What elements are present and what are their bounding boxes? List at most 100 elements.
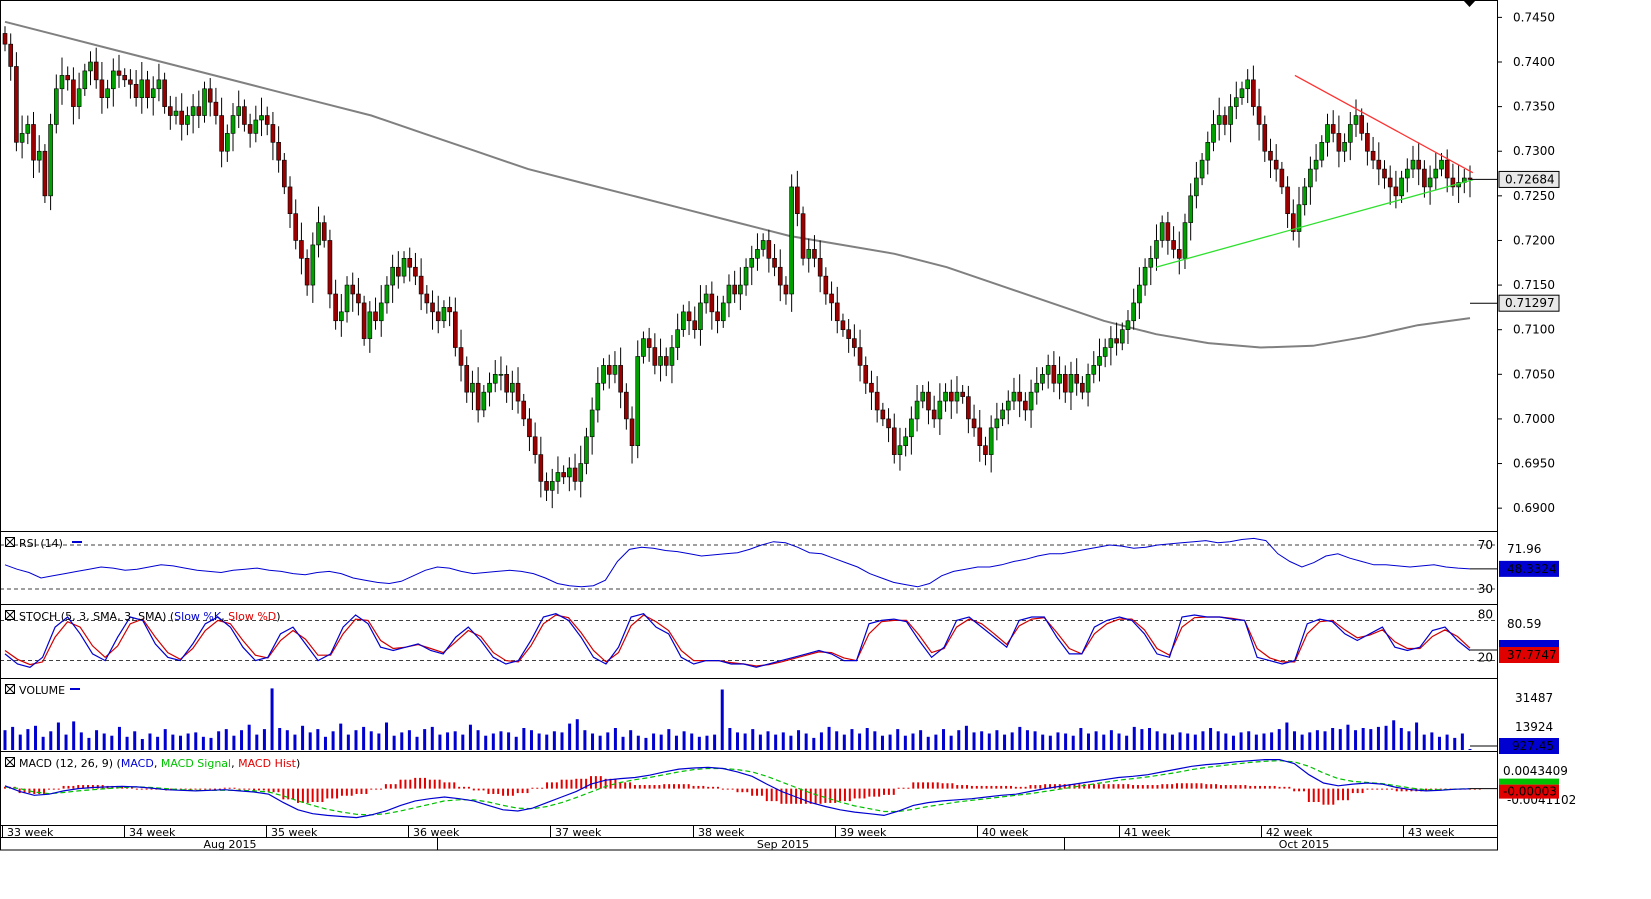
rsi-panel: 70 30 71.96 48.3324 <box>4 537 1559 596</box>
candle-body <box>1165 222 1171 241</box>
candle-body <box>316 222 321 246</box>
macd-hist-bar <box>912 782 915 789</box>
candle-body <box>629 418 635 446</box>
macd-hist-bar <box>834 788 837 803</box>
macd-hist-bar <box>262 788 265 791</box>
macd-hist-bar <box>1112 784 1115 789</box>
candle-body <box>1439 159 1444 170</box>
volume-bar <box>629 730 633 750</box>
macd-hist-bar <box>531 787 534 789</box>
macd-hist-bar <box>453 782 456 789</box>
macd-hist-bar <box>936 782 939 789</box>
candle-body <box>669 347 675 366</box>
macd-hist-bar <box>1366 788 1369 790</box>
macd-hist-bar <box>472 788 475 791</box>
volume-bar <box>41 736 45 750</box>
candle-body <box>966 396 971 420</box>
volume-bar <box>1094 731 1098 750</box>
volume-bar <box>652 733 656 750</box>
macd-hist-bar <box>1092 784 1095 789</box>
macd-hist-bar <box>702 785 705 789</box>
macd-hist-bar <box>253 788 256 791</box>
volume-bar <box>1086 733 1090 750</box>
ma-label: 0.71297 <box>1505 296 1555 310</box>
macd-hist-bar <box>477 788 480 791</box>
candle-body <box>99 79 105 98</box>
macd-hist-bar <box>492 788 495 794</box>
candle-body <box>441 307 447 322</box>
candle-body <box>1399 177 1404 197</box>
candle-body <box>806 249 812 259</box>
stoch-k-line <box>4 613 1471 668</box>
volume-bar <box>537 733 541 750</box>
macd-hist-bar <box>72 785 75 789</box>
macd-hist-bar <box>775 788 778 802</box>
volume-bar <box>1407 731 1411 750</box>
macd-hist-bar <box>599 776 602 789</box>
candle-body <box>293 213 299 241</box>
macd-hist-bar <box>824 788 827 803</box>
week-label: 34 week <box>129 826 176 839</box>
volume-bar <box>178 735 182 750</box>
volume-bar <box>1132 726 1136 750</box>
volume-bar <box>392 735 396 750</box>
candle-body <box>492 374 498 384</box>
macd-hist-legend: MACD Hist <box>238 757 297 770</box>
macd-hist-bar <box>716 786 719 789</box>
candle-body <box>105 88 110 98</box>
candle-body <box>1290 213 1296 232</box>
candle-body <box>1308 168 1313 188</box>
price-tick-label: 0.7300 <box>1513 144 1555 158</box>
volume-bar <box>385 722 389 750</box>
macd-hist-bar <box>926 782 929 789</box>
volume-value-tag <box>1499 738 1559 754</box>
macd-hist-bar <box>321 788 324 803</box>
macd-hist-bar <box>521 788 524 794</box>
candle-body <box>1404 168 1410 179</box>
macd-hist-bar <box>4 786 6 789</box>
macd-hist-bar <box>565 779 568 789</box>
macd-hist-bar <box>38 788 41 794</box>
volume-bar <box>797 730 801 750</box>
macd-hist-bar <box>467 786 470 789</box>
macd-hist-bar <box>795 788 798 804</box>
macd-hist-bar <box>1117 784 1120 789</box>
volume-bar <box>224 729 228 750</box>
volume-bar <box>1437 736 1441 750</box>
candle-body <box>1273 159 1279 170</box>
week-label: 35 week <box>271 826 318 839</box>
macd-panel: 0.0043409-0.0041102-0.00003 <box>4 759 1576 819</box>
volume-bar <box>980 731 984 750</box>
macd-hist-bar <box>697 785 700 789</box>
macd-hist-bar <box>570 779 573 789</box>
candle-body <box>367 311 373 339</box>
volume-bar <box>659 734 663 750</box>
macd-hist-bar <box>87 785 90 789</box>
volume-bar <box>835 731 839 750</box>
stoch-k-tag <box>1499 640 1559 648</box>
volume-bar <box>606 732 610 750</box>
volume-bar <box>1338 729 1342 750</box>
macd-hist-bar <box>62 785 65 789</box>
macd-hist-bar <box>1219 785 1222 789</box>
macd-hist-bar <box>1088 784 1091 789</box>
macd-hist-bar <box>843 788 846 802</box>
candle-body <box>48 124 53 197</box>
macd-hist-bar <box>590 776 592 789</box>
macd-hist-bar <box>1000 785 1003 789</box>
candle-body <box>71 79 76 107</box>
candle-body <box>390 266 395 286</box>
volume-bar <box>461 734 465 750</box>
macd-hist-bar <box>863 788 866 799</box>
macd-hist-bar <box>1385 788 1388 790</box>
candle-body <box>179 110 185 125</box>
macd-hist-bar <box>1185 783 1188 789</box>
macd-hist-bar <box>189 788 192 790</box>
macd-hist-bar <box>555 782 558 789</box>
candle-body <box>675 329 680 348</box>
macd-hist-bar <box>858 788 861 799</box>
volume-bar <box>285 730 289 750</box>
macd-hist-bar <box>990 785 993 789</box>
macd-hist-bar <box>243 788 246 790</box>
